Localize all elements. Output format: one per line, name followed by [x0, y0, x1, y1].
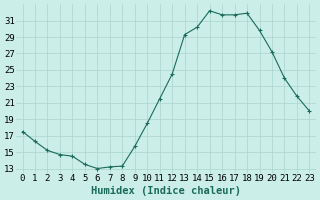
X-axis label: Humidex (Indice chaleur): Humidex (Indice chaleur) [91, 186, 241, 196]
